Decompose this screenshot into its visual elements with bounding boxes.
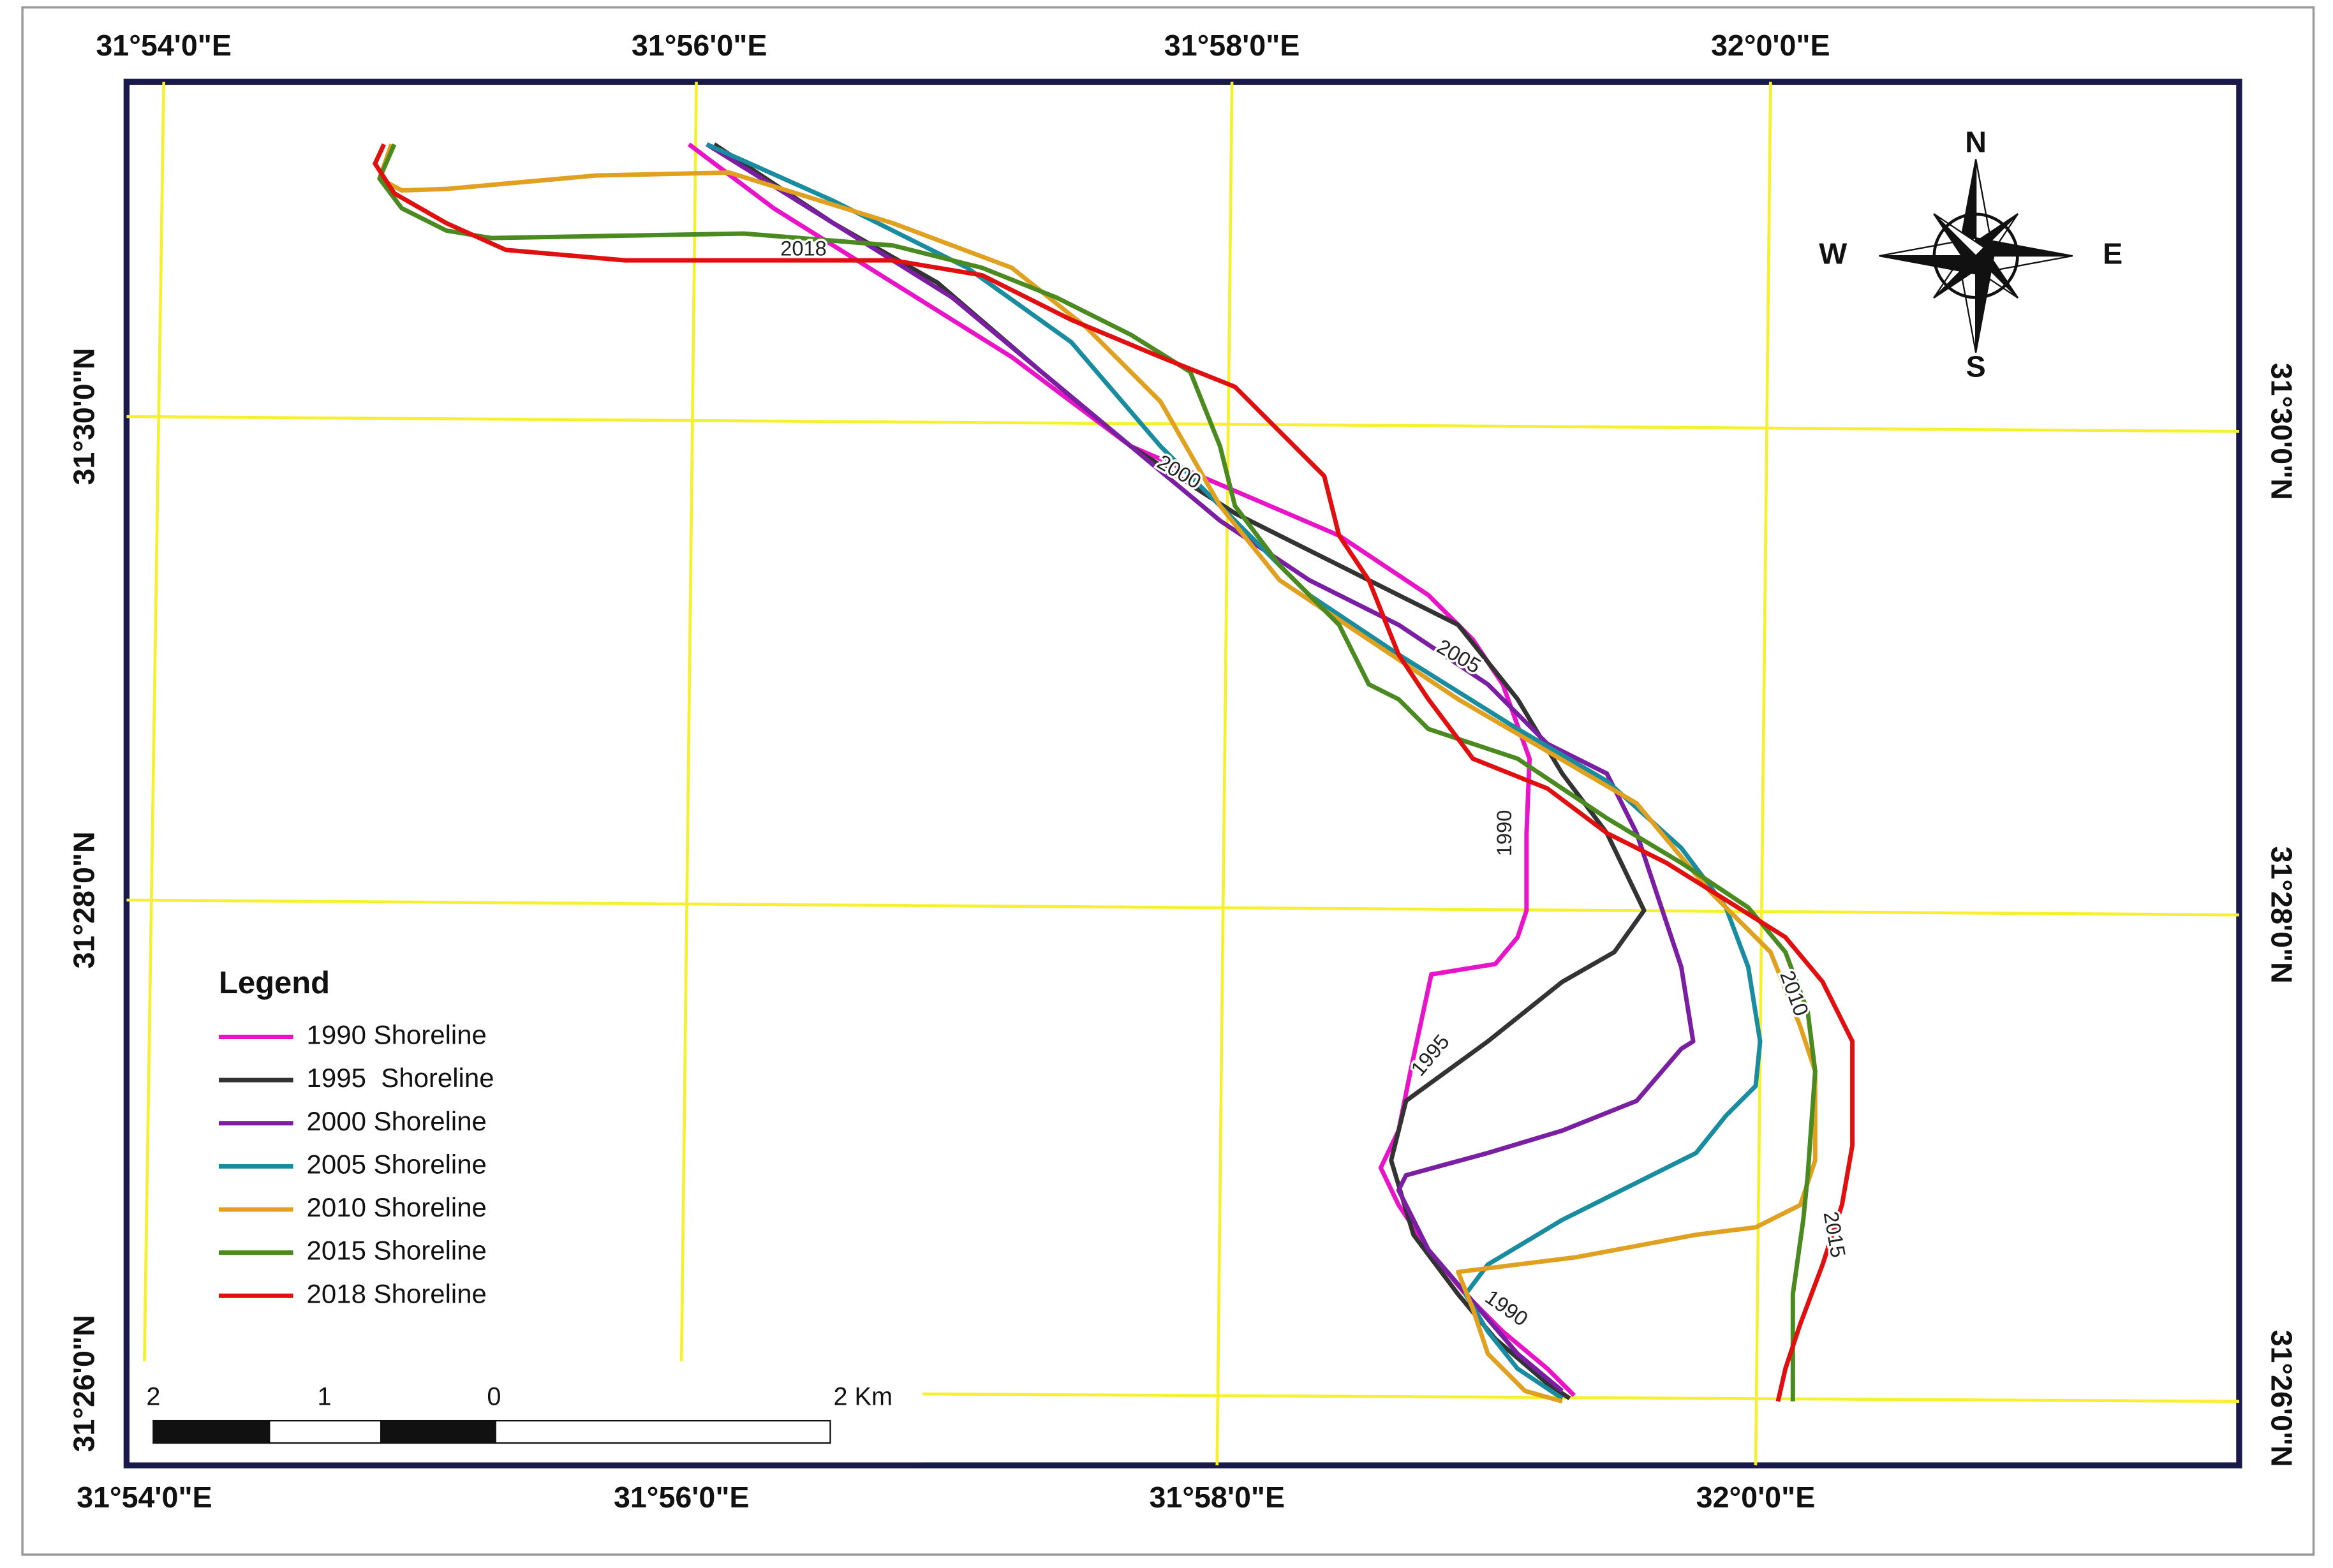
graticule-line	[1754, 82, 1772, 1466]
scale-bar-segment	[152, 1419, 270, 1444]
graticule-line	[143, 82, 166, 1361]
compass-north: N	[1965, 126, 1987, 159]
compass-east: E	[2103, 237, 2122, 270]
top-coordinate-label: 31°54'0"E	[96, 29, 232, 62]
legend-label: 2018 Shoreline	[307, 1278, 487, 1308]
scale-bar-segment	[494, 1419, 831, 1444]
compass-south: S	[1966, 350, 1986, 383]
right-coordinate-label: 31°30'0"N	[2265, 363, 2299, 500]
legend-label: 2010 Shoreline	[307, 1192, 487, 1222]
scale-bar-label: 0	[487, 1383, 501, 1411]
graticule-line	[126, 415, 2239, 433]
left-coordinate-label: 31°26'0"N	[68, 1315, 101, 1452]
legend-label: 1990 Shoreline	[307, 1020, 487, 1050]
legend-label: 2015 Shoreline	[307, 1236, 487, 1266]
compass-point	[1933, 213, 1986, 257]
graticule-line	[679, 82, 698, 1361]
bottom-coordinate-label: 31°58'0"E	[1149, 1481, 1285, 1514]
shoreline	[706, 142, 1696, 1393]
scale-bar-label: 2 Km	[834, 1383, 892, 1411]
map-frame	[123, 78, 2242, 1468]
outer-border	[21, 6, 2315, 1556]
legend-label: 1995 Shoreline	[307, 1063, 494, 1093]
scale-bar-label: 1	[318, 1383, 332, 1411]
legend-label: 2000 Shoreline	[307, 1106, 487, 1136]
shoreline	[373, 143, 1855, 1402]
left-coordinate-label: 31°28'0"N	[68, 831, 101, 968]
graticule-line	[126, 898, 2239, 917]
legend-title: Legend	[219, 966, 330, 1000]
right-coordinate-label: 31°26'0"N	[2265, 1330, 2299, 1467]
shoreline-label: 2018	[780, 236, 827, 260]
graticule-line	[922, 1392, 2239, 1403]
scale-bar-segment	[380, 1419, 496, 1444]
graticule-line	[1215, 82, 1234, 1466]
shoreline	[377, 144, 1818, 1404]
shoreline-label: 1990	[1492, 810, 1516, 857]
right-coordinate-label: 31°28'0"N	[2265, 847, 2299, 984]
scale-bar-segment	[269, 1419, 382, 1444]
top-coordinate-label: 31°58'0"E	[1164, 29, 1300, 62]
scale-bar-label: 2	[146, 1383, 160, 1411]
bottom-coordinate-label: 31°56'0"E	[614, 1481, 750, 1514]
compass-ring	[1932, 212, 2019, 299]
compass-west: W	[1819, 237, 1847, 270]
compass-rose	[1879, 159, 2073, 353]
scale-bar-background	[130, 1361, 923, 1463]
top-coordinate-label: 31°56'0"E	[632, 29, 767, 62]
bottom-coordinate-label: 31°54'0"E	[77, 1481, 212, 1514]
shoreline	[377, 143, 1818, 1402]
legend-label: 2005 Shoreline	[307, 1149, 487, 1179]
left-coordinate-label: 31°30'0"N	[68, 348, 101, 485]
bottom-coordinate-label: 32°0'0"E	[1696, 1481, 1816, 1514]
top-coordinate-label: 32°0'0"E	[1711, 29, 1830, 62]
